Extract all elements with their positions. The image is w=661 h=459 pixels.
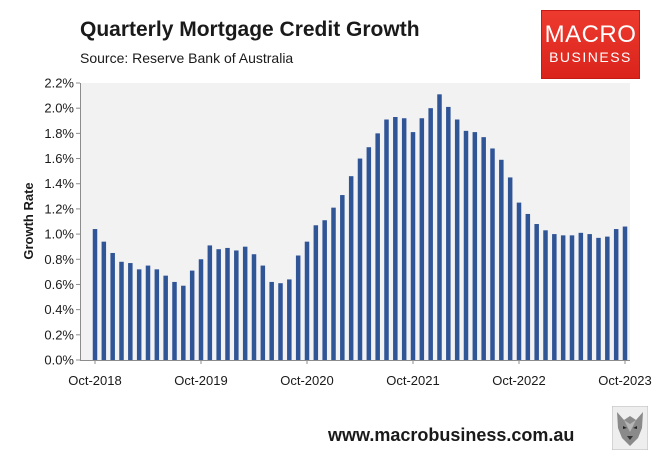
y-tick-label: 1.0%: [44, 227, 74, 242]
x-tick-label: Oct-2020: [280, 373, 333, 388]
bar-dec-2018: [110, 252, 115, 360]
bar-dec-2019: [216, 249, 221, 360]
bar-jun-2023: [587, 234, 592, 360]
bar-mar-2019: [136, 269, 142, 360]
bar-nov-2022: [525, 213, 531, 360]
y-tick-label: 1.2%: [44, 201, 74, 216]
bar-aug-2019: [181, 285, 186, 360]
bar-sep-2022: [507, 177, 513, 360]
bar-nov-2019: [207, 245, 213, 360]
bar-jan-2022: [437, 94, 442, 360]
bar-jun-2019: [163, 275, 168, 360]
logo-line-2: BUSINESS: [549, 49, 632, 65]
bar-oct-2021: [410, 132, 416, 360]
x-axis-ticks: Oct-2018 Oct-2019 Oct-2020 Oct-2021 Oct-2022…: [68, 360, 652, 388]
bar-oct-2020: [304, 241, 310, 360]
bar-mar-2021: [348, 176, 354, 360]
y-axis-ticks: 0.0% 0.2% 0.4% 0.6% 0.8% 1.0% 1.2% 1.4% 1.6% 1.8%…: [44, 76, 80, 368]
bar-aug-2023: [605, 236, 610, 360]
bar-may-2022: [472, 132, 478, 360]
macrobusiness-logo: MACRO BUSINESS: [541, 10, 640, 79]
y-tick-label: 1.6%: [44, 151, 74, 166]
x-tick-label: Oct-2019: [174, 373, 227, 388]
y-tick-label: 1.8%: [44, 126, 74, 141]
bar-jul-2022: [490, 148, 495, 360]
bar-feb-2021: [340, 195, 345, 360]
bar-aug-2021: [393, 117, 398, 360]
bar-series: [92, 94, 628, 361]
bar-feb-2020: [234, 250, 239, 360]
bar-apr-2022: [463, 130, 469, 360]
y-tick-label: 0.8%: [44, 252, 74, 267]
bar-aug-2020: [287, 279, 292, 360]
bar-jul-2023: [596, 237, 601, 360]
bar-dec-2021: [428, 108, 433, 361]
x-tick-label: Oct-2018: [68, 373, 121, 388]
bar-aug-2022: [499, 159, 504, 360]
bar-sep-2020: [295, 255, 301, 360]
y-axis-title: Growth Rate: [21, 182, 36, 259]
bar-sep-2019: [189, 270, 195, 360]
y-tick-label: 0.2%: [44, 327, 74, 342]
bar-jun-2020: [269, 281, 274, 360]
y-tick-label: 0.4%: [44, 302, 74, 317]
y-tick-label: 1.4%: [44, 176, 74, 191]
bar-jul-2020: [278, 283, 283, 360]
bar-jun-2021: [375, 133, 380, 360]
x-tick-label: Oct-2021: [386, 373, 439, 388]
chart-title: Quarterly Mortgage Credit Growth: [80, 18, 420, 41]
bar-apr-2020: [251, 254, 257, 360]
bar-dec-2022: [534, 224, 539, 360]
y-tick-label: 2.0%: [44, 101, 74, 116]
bar-oct-2018: [92, 229, 98, 360]
bar-jul-2021: [384, 119, 389, 360]
bar-mar-2023: [560, 235, 566, 360]
bar-sep-2021: [401, 118, 407, 360]
wolf-icon: [612, 406, 648, 450]
bar-oct-2019: [198, 259, 204, 360]
bar-feb-2022: [446, 106, 451, 360]
bar-feb-2019: [128, 263, 133, 360]
bar-apr-2023: [569, 235, 575, 360]
bar-jan-2021: [331, 207, 336, 360]
y-tick-label: 2.2%: [44, 76, 74, 91]
x-tick-label: Oct-2022: [492, 373, 545, 388]
bar-may-2020: [260, 265, 266, 360]
y-tick-label: 0.6%: [44, 277, 74, 292]
bar-nov-2018: [101, 241, 107, 360]
bar-mar-2022: [454, 119, 460, 360]
bar-jul-2019: [172, 281, 177, 360]
logo-line-1: MACRO: [544, 21, 637, 48]
bar-may-2023: [578, 232, 584, 360]
bar-sep-2023: [613, 229, 619, 360]
bar-jan-2023: [543, 230, 548, 360]
bar-mar-2020: [242, 246, 248, 360]
bar-apr-2019: [145, 265, 151, 360]
bar-feb-2023: [552, 234, 557, 360]
x-tick-label: Oct-2023: [598, 373, 651, 388]
bar-apr-2021: [357, 158, 363, 360]
bar-nov-2020: [313, 225, 319, 360]
chart-subtitle: Source: Reserve Bank of Australia: [80, 50, 294, 66]
bar-oct-2023: [622, 226, 628, 360]
bar-may-2021: [366, 147, 372, 360]
y-tick-label: 0.0%: [44, 353, 74, 368]
bar-jan-2020: [225, 247, 230, 360]
bar-oct-2022: [516, 202, 522, 360]
bar-may-2019: [154, 269, 160, 360]
website-url: www.macrobusiness.com.au: [328, 425, 575, 445]
bar-jan-2019: [119, 261, 124, 360]
bar-jun-2022: [481, 137, 486, 360]
bar-dec-2020: [322, 220, 327, 360]
bar-nov-2021: [419, 118, 425, 360]
